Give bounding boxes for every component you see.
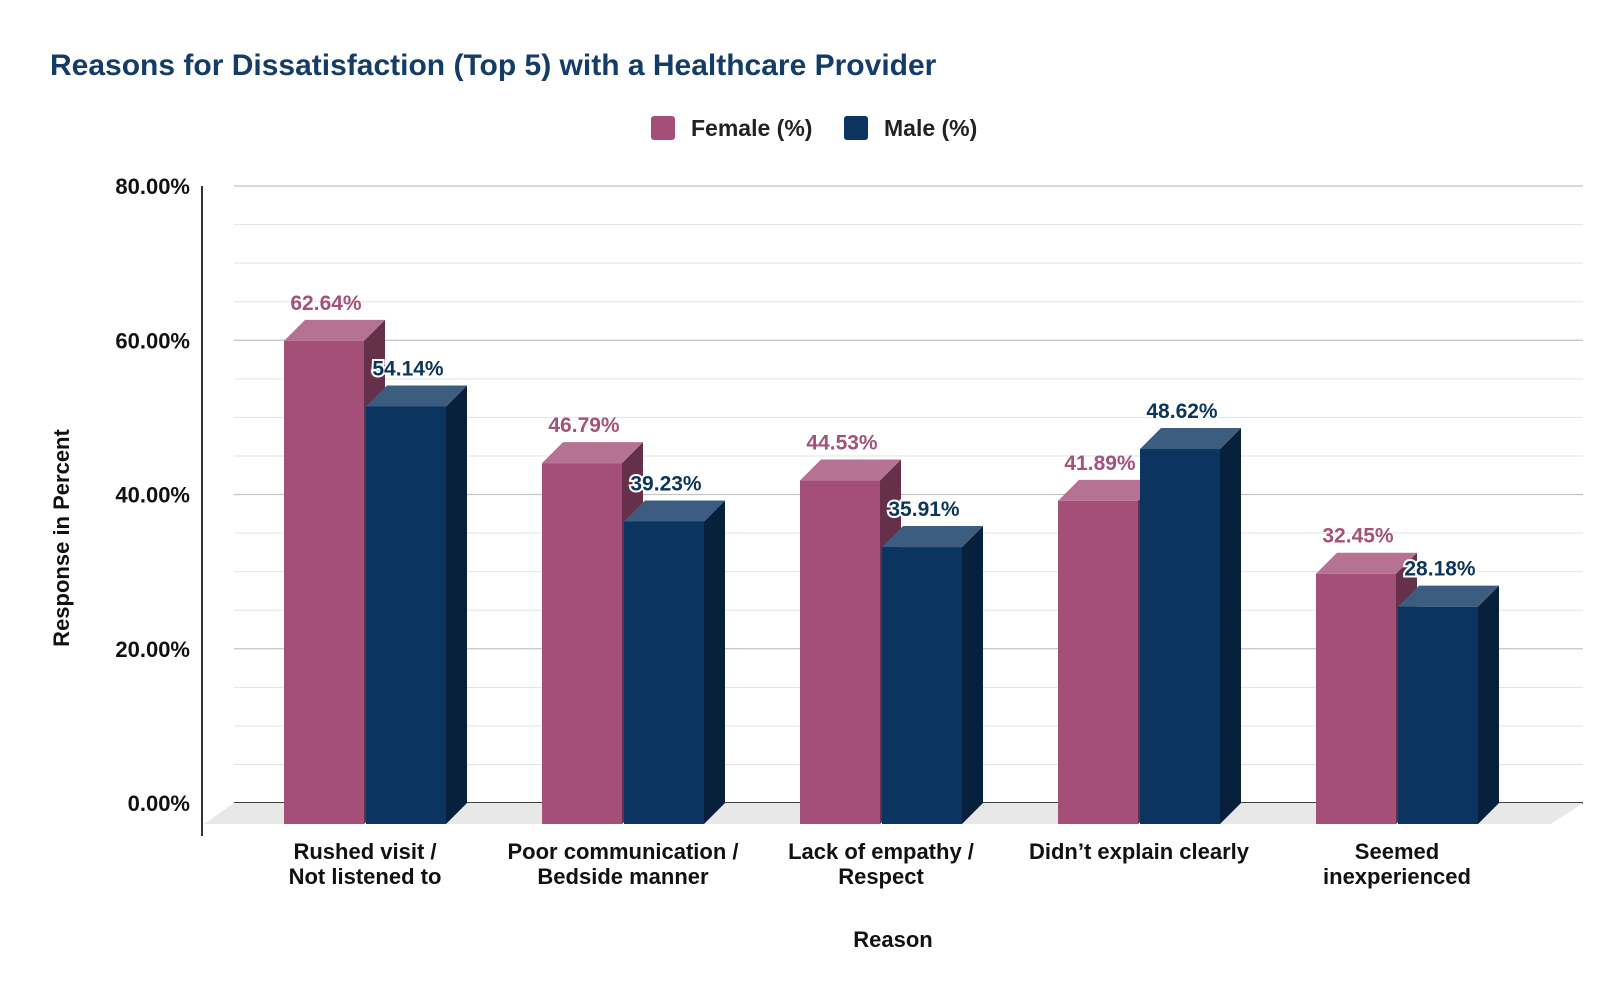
bar-front-face (1058, 500, 1138, 824)
bar-front-face (1398, 606, 1478, 824)
y-tick-label: 40.00% (115, 483, 190, 508)
bar-front-face (624, 521, 704, 824)
y-axis-title: Response in Percent (49, 429, 74, 647)
bar-top-face (800, 459, 901, 481)
category-labels: Rushed visit /Not listened to Poor commun… (289, 839, 1471, 889)
data-labels: 62.64% 54.14% 46.79% 39.23% 44.53% 35.91% 41.8… (290, 292, 1478, 583)
data-label-female: 62.64% (290, 292, 362, 315)
bar-male-2 (624, 500, 725, 824)
data-label-male: 35.91% (888, 498, 960, 521)
bar-front-face (1140, 449, 1220, 824)
bar-male-3 (882, 526, 983, 824)
bar-side-face (1220, 428, 1241, 824)
data-label-female: 46.79% (548, 414, 620, 437)
x-category-label: Poor communication / (507, 839, 738, 864)
x-axis-title: Reason (853, 927, 932, 952)
bar-side-face (1478, 585, 1499, 824)
legend-swatch-female (651, 116, 675, 140)
bar-male-5 (1398, 585, 1499, 824)
axes: 0.00% 20.00% 40.00% 60.00% 80.00% (115, 174, 203, 836)
bar-top-face (542, 442, 643, 464)
x-category-label: Lack of empathy / (788, 839, 974, 864)
y-tick-label: 80.00% (115, 174, 190, 199)
data-label-male: 54.14% (372, 357, 444, 380)
bar-top-face (1398, 585, 1499, 607)
bar-male-1 (366, 385, 467, 824)
bars (284, 319, 1499, 824)
data-label-male: 39.23% (630, 472, 702, 495)
legend: Female (%) Male (%) (651, 115, 977, 141)
bar-front-face (1316, 573, 1396, 824)
data-label-male: 28.18% (1404, 558, 1476, 581)
bar-top-face (284, 319, 385, 341)
x-category-label: Rushed visit / (293, 839, 436, 864)
y-tick-label: 0.00% (128, 791, 190, 816)
data-label-female: 41.89% (1064, 452, 1136, 475)
data-label-female: 44.53% (806, 432, 878, 455)
y-tick-label: 20.00% (115, 637, 190, 662)
bar-top-face (1140, 428, 1241, 450)
bar-top-face (882, 526, 983, 548)
data-label-male: 48.62% (1146, 400, 1218, 423)
x-category-label: Didn’t explain clearly (1029, 839, 1250, 864)
data-label-female: 32.45% (1322, 525, 1394, 548)
y-tick-label: 60.00% (115, 328, 190, 353)
bar-top-face (1316, 552, 1417, 574)
bar-top-face (624, 500, 725, 522)
legend-label-female: Female (%) (691, 115, 812, 141)
bar-top-face (366, 385, 467, 407)
bar-male-4 (1140, 428, 1241, 824)
bar-front-face (284, 340, 364, 824)
legend-label-male: Male (%) (884, 115, 977, 141)
x-category-label: Bedside manner (537, 864, 709, 889)
bar-front-face (882, 547, 962, 824)
legend-swatch-male (844, 116, 868, 140)
x-category-label: inexperienced (1323, 864, 1471, 889)
bar-front-face (542, 463, 622, 824)
bar-top-face (1058, 479, 1159, 501)
x-category-label: Not listened to (289, 864, 442, 889)
bar-side-face (446, 385, 467, 824)
chart-title: Reasons for Dissatisfaction (Top 5) with… (50, 49, 937, 82)
x-category-label: Respect (838, 864, 924, 889)
bar-front-face (366, 406, 446, 824)
bar-side-face (704, 500, 725, 824)
bar-side-face (962, 526, 983, 824)
x-category-label: Seemed (1355, 839, 1439, 864)
bar-front-face (800, 480, 880, 824)
